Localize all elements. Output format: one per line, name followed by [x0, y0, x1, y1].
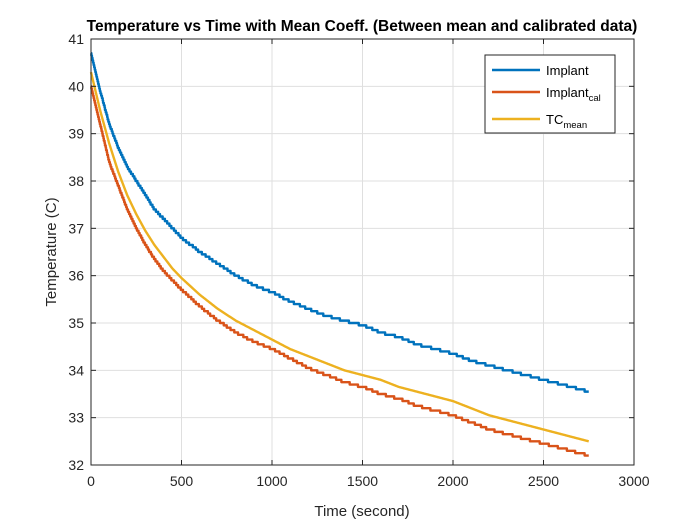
legend-entry-1: Implantcal	[546, 85, 601, 104]
series-line-1	[89, 85, 590, 457]
legend-entry-0: Implant	[546, 63, 589, 78]
y-tick-label: 41	[68, 31, 84, 47]
y-tick-label: 34	[68, 362, 84, 378]
x-tick-label: 2500	[528, 473, 559, 489]
y-tick-label: 37	[68, 220, 84, 236]
x-tick-label: 3000	[618, 473, 649, 489]
x-tick-label: 2000	[437, 473, 468, 489]
x-tick-label: 1000	[256, 473, 287, 489]
legend-label-sub: mean	[563, 120, 587, 131]
ticks: 0 500 1000 1500 2000 2500 3000 32 33 34 35 36 37 38 39…	[68, 31, 649, 489]
legend-label-sub: cal	[589, 93, 601, 104]
y-axis-label: Temperature (C)	[43, 197, 60, 306]
x-tick-label: 1500	[347, 473, 378, 489]
y-tick-label: 38	[68, 173, 84, 189]
y-tick-label: 32	[68, 457, 84, 473]
series-line-2	[89, 71, 590, 443]
y-tick-label: 36	[68, 268, 84, 284]
chart-title: Temperature vs Time with Mean Coeff. (Be…	[87, 18, 638, 35]
series-line-0	[89, 52, 590, 393]
legend-entry-2: TCmean	[546, 112, 587, 131]
x-axis-label: Time (second)	[314, 503, 409, 520]
y-tick-label: 33	[68, 410, 84, 426]
legend-label-main: TC	[546, 112, 563, 127]
x-tick-label: 500	[170, 473, 194, 489]
series-layer	[89, 52, 590, 457]
legend-label-main: Implant	[546, 85, 589, 100]
y-tick-label: 40	[68, 78, 84, 94]
y-tick-label: 39	[68, 126, 84, 142]
y-tick-label: 35	[68, 315, 84, 331]
legend-label-main: Implant	[546, 63, 589, 78]
x-tick-label: 0	[87, 473, 95, 489]
